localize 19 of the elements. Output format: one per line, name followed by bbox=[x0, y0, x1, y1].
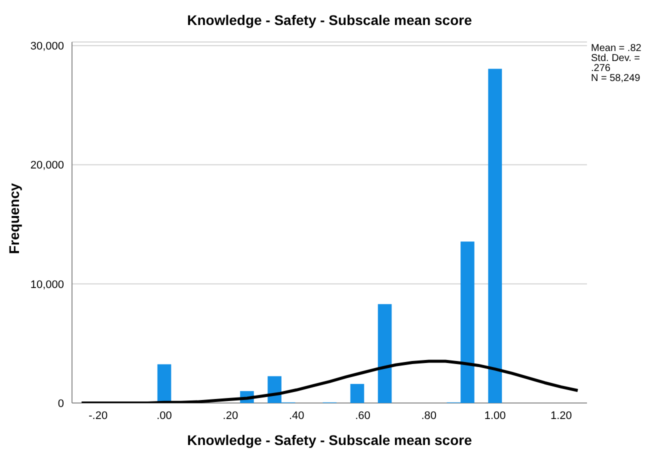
x-tick-label: 1.00 bbox=[484, 410, 506, 422]
x-tick-label: .60 bbox=[355, 410, 370, 422]
y-tick-label: 20,000 bbox=[30, 160, 64, 172]
text: Std. Dev. = .276 bbox=[591, 53, 642, 74]
text: N = 58,249 bbox=[591, 73, 642, 84]
y-tick-label: 10,000 bbox=[30, 278, 64, 291]
text: Mean = .82 bbox=[591, 43, 642, 54]
y-axis-title: Frequency bbox=[6, 182, 22, 254]
line-series bbox=[80, 360, 580, 403]
y-tick-label: 30,000 bbox=[30, 40, 64, 52]
x-axis-title: Knowledge - Safety - Subscale mean score bbox=[186, 432, 473, 448]
x-tick-label: .00 bbox=[156, 410, 172, 422]
chart-title: Knowledge - Safety - Subscale mean score bbox=[186, 12, 473, 28]
x-tick-label: .20 bbox=[222, 410, 238, 422]
x-tick-label: .80 bbox=[421, 410, 437, 422]
x-tick-label: 1.20 bbox=[550, 410, 572, 422]
x-tick-label: .40 bbox=[288, 410, 304, 422]
y-tick-label: 0 bbox=[58, 398, 64, 410]
x-tick-label: -.20 bbox=[88, 410, 108, 422]
